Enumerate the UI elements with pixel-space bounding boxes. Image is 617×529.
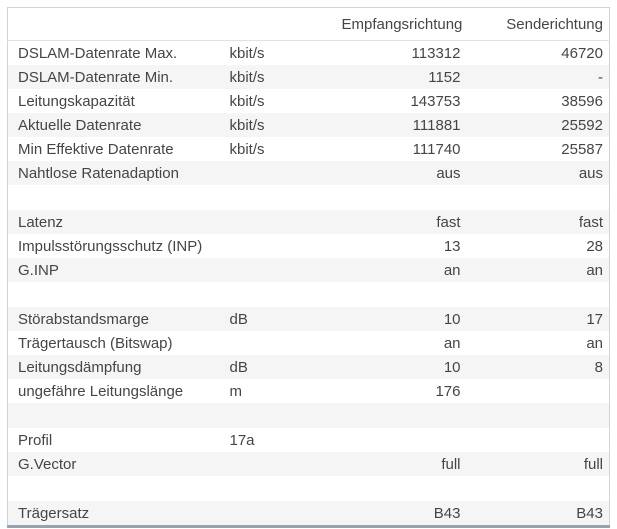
cell-unit: kbit/s: [229, 44, 265, 62]
table-row: DSLAM-Datenrate Max. kbit/s 113312 46720: [7, 40, 610, 65]
table-row: DSLAM-Datenrate Min. kbit/s 1152 -: [7, 65, 610, 89]
cell-label: Min Effektive Datenrate: [18, 140, 174, 158]
header-empfangsrichtung: Empfangsrichtung: [341, 7, 466, 41]
cell-unit: kbit/s: [229, 116, 265, 134]
cell-label: ungefähre Leitungslänge: [18, 382, 184, 400]
cell-tx: an: [586, 261, 603, 279]
cell-label: G.INP: [18, 261, 59, 279]
table-row: Impulsstörungsschutz (INP) 13 28: [7, 234, 610, 258]
spacer-row: [7, 476, 610, 501]
cell-tx: fast: [578, 213, 603, 231]
cell-unit: [230, 258, 342, 282]
cell-unit: 17a: [229, 431, 255, 449]
cell-tx: [466, 428, 610, 452]
cell-tx: 46720: [561, 44, 603, 62]
cell-label: Impulsstörungsschutz (INP): [18, 237, 203, 255]
dsl-table-body: DSLAM-Datenrate Max. kbit/s 113312 46720 DSL…: [7, 40, 610, 527]
cell-tx: 17: [586, 310, 603, 328]
cell-unit: kbit/s: [229, 140, 265, 158]
cell-unit: [230, 452, 342, 476]
cell-tx: -: [598, 68, 603, 86]
dsl-stats-table: Empfangsrichtung Senderichtung DSLAM-Dat…: [7, 7, 610, 528]
cell-rx: 111881: [412, 116, 461, 134]
cell-tx: an: [586, 334, 603, 352]
cell-tx: 8: [594, 358, 603, 376]
cell-rx: 10: [443, 310, 461, 328]
cell-tx: B43: [576, 504, 603, 522]
table-row: Leitungsdämpfung dB 10 8: [7, 355, 610, 379]
cell-label: Trägertausch (Bitswap): [18, 334, 173, 352]
table-row: Aktuelle Datenrate kbit/s 111881 25592: [7, 113, 610, 137]
header-senderichtung: Senderichtung: [465, 7, 610, 41]
table-row: ungefähre Leitungslänge m 176: [7, 379, 610, 403]
cell-rx: aus: [436, 164, 461, 182]
cell-unit: kbit/s: [229, 68, 265, 86]
table-row: Nahtlose Ratenadaption aus aus: [7, 161, 610, 185]
cell-unit: [230, 210, 342, 234]
cell-rx: B43: [433, 504, 461, 522]
header-row: Empfangsrichtung Senderichtung: [7, 7, 610, 41]
cell-unit: dB: [229, 358, 248, 376]
cell-rx: an: [443, 334, 461, 352]
table-row: Leitungskapazität kbit/s 143753 38596: [7, 89, 610, 113]
cell-tx: 28: [586, 237, 603, 255]
cell-label: DSLAM-Datenrate Min.: [18, 68, 174, 86]
spacer-cell: [8, 282, 610, 307]
cell-unit: kbit/s: [229, 92, 265, 110]
cell-rx: 1152: [428, 68, 461, 86]
table-row: Latenz fast fast: [7, 210, 610, 234]
cell-label: Störabstandsmarge: [18, 310, 149, 328]
cell-rx: 143753: [410, 92, 461, 110]
cell-label: Nahtlose Ratenadaption: [18, 164, 179, 182]
cell-unit: m: [229, 382, 243, 400]
header-label-column: [7, 7, 230, 41]
table-row: G.INP an an: [7, 258, 610, 282]
table-row: Min Effektive Datenrate kbit/s 111740 25587: [7, 137, 610, 161]
cell-label: Leitungskapazität: [18, 92, 135, 110]
cell-tx: 25592: [561, 116, 603, 134]
cell-tx: 38596: [561, 92, 603, 110]
cell-label: Latenz: [18, 213, 64, 231]
cell-rx: 111740: [412, 140, 461, 158]
cell-label: Leitungsdämpfung: [18, 358, 142, 376]
cell-tx: full: [583, 455, 603, 473]
cell-tx: [466, 379, 610, 403]
cell-label: DSLAM-Datenrate Max.: [18, 44, 178, 62]
cell-rx: 176: [435, 382, 461, 400]
table-row: Trägertausch (Bitswap) an an: [7, 331, 610, 355]
cell-rx: an: [443, 261, 461, 279]
spacer-row: [7, 185, 610, 210]
spacer-row: [7, 282, 610, 307]
table-header: Empfangsrichtung Senderichtung: [7, 7, 610, 41]
cell-unit: [230, 501, 342, 527]
cell-rx: [342, 428, 466, 452]
spacer-cell: [8, 476, 610, 501]
header-unit-column: [229, 7, 342, 41]
spacer-cell: [8, 403, 610, 428]
cell-unit: [230, 234, 342, 258]
cell-unit: dB: [229, 310, 248, 328]
cell-rx: 113312: [411, 44, 461, 62]
table-row: Trägersatz B43 B43: [7, 501, 610, 527]
cell-rx: 13: [443, 237, 461, 255]
cell-label: Aktuelle Datenrate: [18, 116, 142, 134]
cell-rx: 10: [443, 358, 461, 376]
table-row: Profil 17a: [7, 428, 610, 452]
spacer-cell: [8, 185, 610, 210]
table-row: G.Vector full full: [7, 452, 610, 476]
cell-label: Trägersatz: [18, 504, 90, 522]
cell-tx: 25587: [561, 140, 603, 158]
cell-label: Profil: [18, 431, 53, 449]
cell-rx: full: [441, 455, 461, 473]
cell-label: G.Vector: [18, 455, 77, 473]
table-row: Störabstandsmarge dB 10 17: [7, 307, 610, 331]
cell-tx: aus: [578, 164, 603, 182]
cell-unit: [230, 161, 342, 185]
spacer-row: [7, 403, 610, 428]
cell-rx: fast: [436, 213, 461, 231]
cell-unit: [230, 331, 342, 355]
